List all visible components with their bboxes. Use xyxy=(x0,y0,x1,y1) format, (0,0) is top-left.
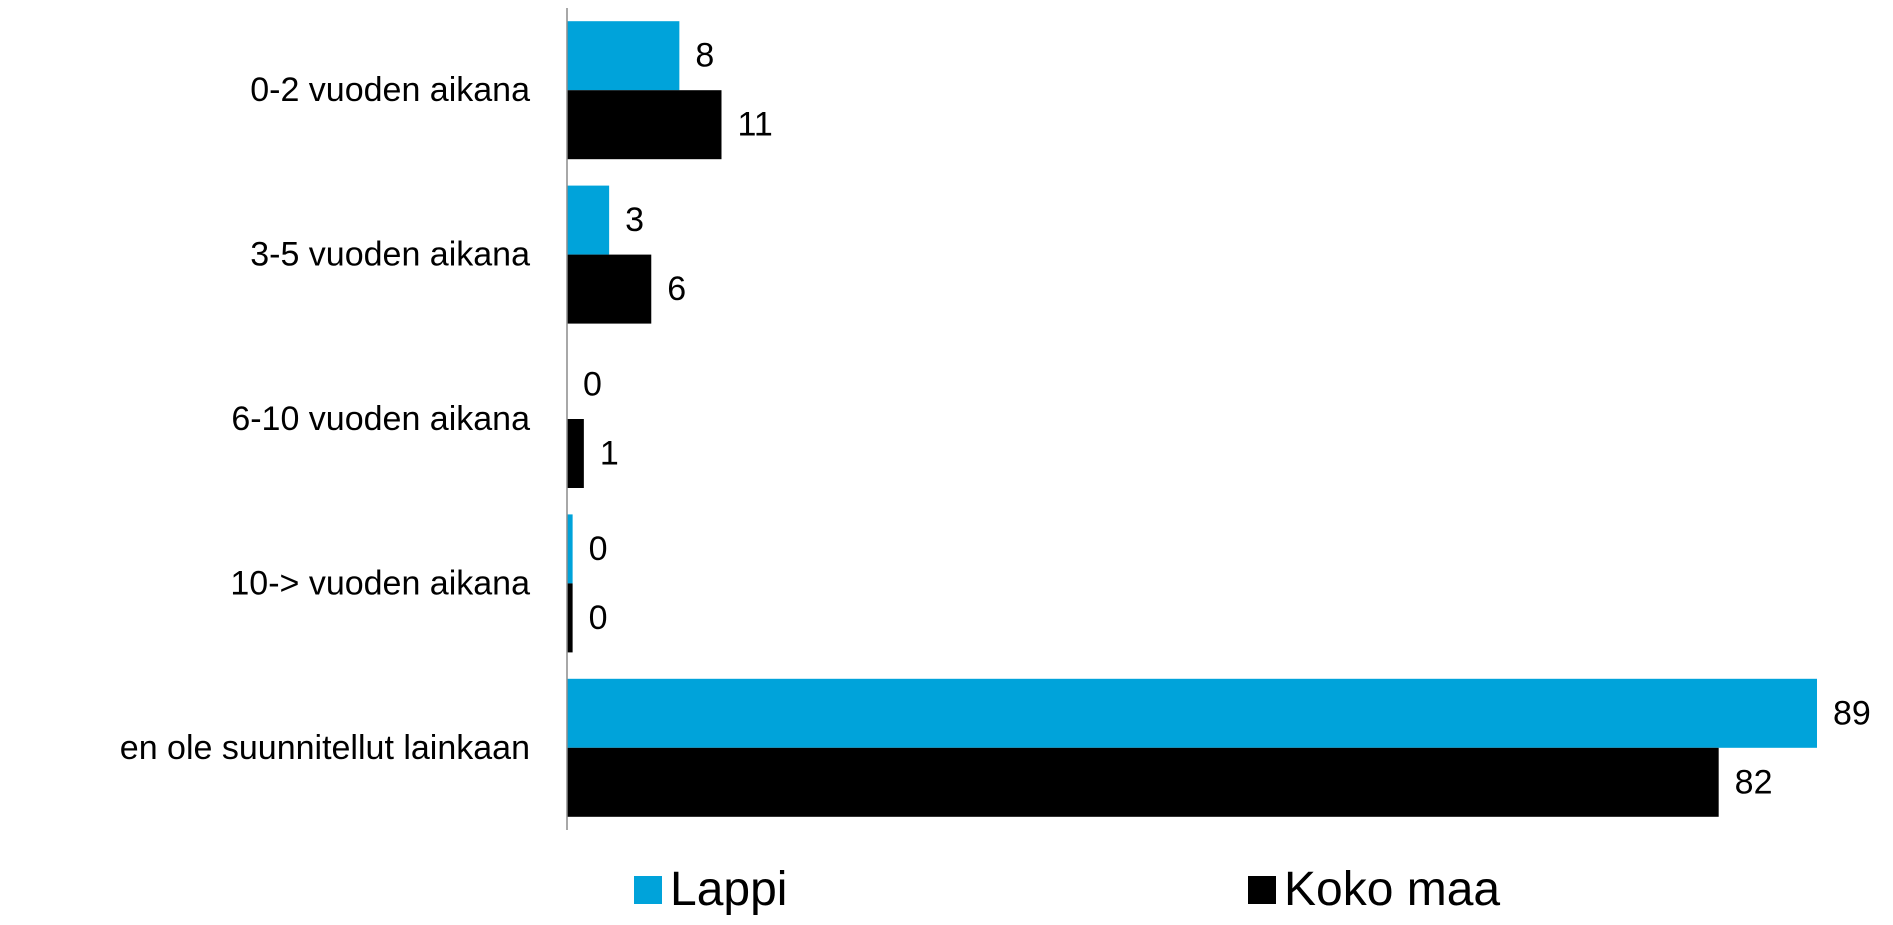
value-label-lappi-2: 3 xyxy=(625,201,644,239)
bar-koko-maa-5 xyxy=(567,747,1719,817)
category-label-2: 3-5 vuoden aikana xyxy=(250,236,530,274)
value-label-koko-maa-5: 82 xyxy=(1735,763,1773,801)
value-label-lappi-1: 8 xyxy=(695,37,714,75)
value-label-lappi-4: 0 xyxy=(589,530,608,568)
category-label-5: en ole suunnitellut lainkaan xyxy=(120,729,530,767)
bar-lappi-4 xyxy=(567,514,573,584)
bar-koko-maa-4 xyxy=(567,583,573,653)
legend-label-koko-maa: Koko maa xyxy=(1284,863,1501,916)
bar-lappi-1 xyxy=(567,21,680,91)
legend-label-lappi: Lappi xyxy=(670,863,788,916)
value-label-koko-maa-4: 0 xyxy=(589,599,608,637)
bar-lappi-5 xyxy=(567,678,1817,748)
bar-koko-maa-1 xyxy=(567,90,722,160)
value-label-lappi-5: 89 xyxy=(1833,694,1871,732)
bar-koko-maa-3 xyxy=(567,419,584,488)
value-label-koko-maa-1: 11 xyxy=(737,106,772,144)
category-label-3: 6-10 vuoden aikana xyxy=(231,400,530,438)
bar-lappi-2 xyxy=(567,185,610,255)
legend-swatch-koko-maa xyxy=(1248,876,1276,904)
legend-item-koko-maa: Koko maa xyxy=(1248,862,1500,918)
legend-item-lappi: Lappi xyxy=(634,862,787,918)
value-label-lappi-3: 0 xyxy=(583,366,602,404)
legend-swatch-lappi xyxy=(634,876,662,904)
category-label-4: 10-> vuoden aikana xyxy=(230,564,530,602)
value-label-koko-maa-3: 1 xyxy=(600,435,619,473)
bar-koko-maa-2 xyxy=(567,254,652,324)
category-label-1: 0-2 vuoden aikana xyxy=(250,71,530,109)
value-label-koko-maa-2: 6 xyxy=(667,270,686,308)
